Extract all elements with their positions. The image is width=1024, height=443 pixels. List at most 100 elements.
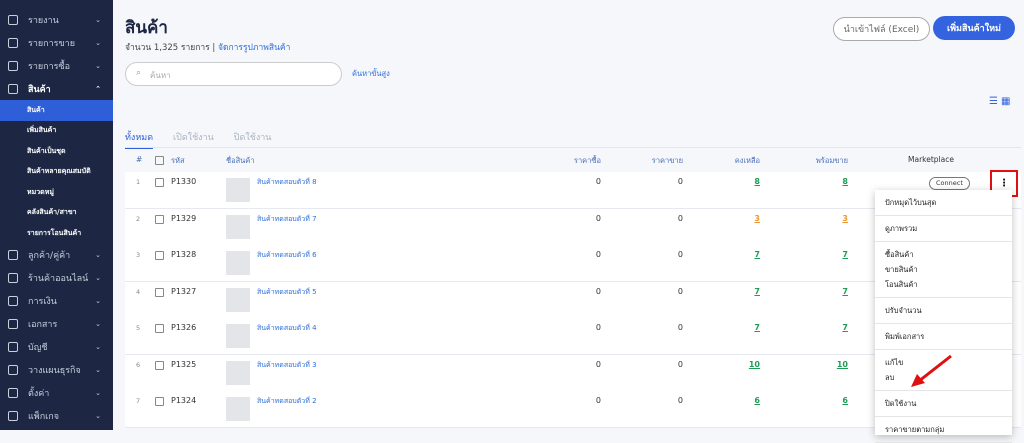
ready-stock[interactable]: 6 (842, 396, 848, 405)
product-name[interactable]: สินค้าทดสอบตัวที่ 5 (257, 287, 317, 296)
table-row: 5 P1326 สินค้าทดสอบตัวที่ 4 0 0 7 7 (125, 318, 1021, 355)
product-name[interactable]: สินค้าทดสอบตัวที่ 7 (257, 214, 317, 223)
row-number: 7 (136, 397, 141, 405)
buy-price: 0 (595, 323, 601, 332)
checkbox[interactable] (155, 214, 164, 224)
product-name[interactable]: สินค้าทดสอบตัวที่ 2 (257, 397, 317, 405)
import-button[interactable]: นำเข้าไฟล์ (Excel) (833, 17, 930, 41)
connect-button[interactable]: Connect (929, 177, 970, 190)
column-header: # (136, 155, 143, 164)
stock[interactable]: 8 (754, 177, 760, 186)
product-name[interactable]: สินค้าทดสอบตัวที่ 4 (257, 324, 317, 332)
chevron: ⌄ (95, 320, 101, 328)
menu-item[interactable]: ปักหมุดไว้บนสุด (885, 198, 937, 207)
tab[interactable]: เปิดใช้งาน (173, 133, 214, 143)
tabs: ทั้งหมด เปิดใช้งาน ปิดใช้งาน (125, 130, 271, 149)
table-row: 2 P1329 สินค้าทดสอบตัวที่ 7 0 0 3 3 (125, 208, 1021, 246)
sidebar-item[interactable]: ลูกค้า/คู่ค้า ⌄ (0, 244, 113, 267)
chevron: ⌄ (95, 274, 101, 282)
product-image (226, 324, 250, 348)
submenu-item[interactable]: หมวดหมู่ (27, 187, 54, 196)
checkbox[interactable] (155, 251, 164, 260)
submenu-item[interactable]: คลังสินค้า/สาขา (27, 208, 77, 217)
product-name[interactable]: สินค้าทดสอบตัวที่ 8 (257, 178, 317, 186)
row-number: 3 (136, 251, 141, 259)
sell-price: 0 (677, 177, 683, 186)
table-header: # รหัส ชื่อสินค้า ราคาซื้อ ราคาขาย คงเหลือ พร้… (125, 150, 1021, 172)
submenu-item[interactable]: รายการโอนสินค้า (27, 228, 82, 237)
submenu-item[interactable]: เพิ่มสินค้า (27, 126, 57, 135)
menu-item[interactable]: ปิดใช้งาน (885, 399, 917, 408)
stock[interactable]: 3 (754, 213, 760, 223)
menu-item[interactable]: แก้ไข (885, 358, 904, 367)
menu-item[interactable]: ดูภาพรวม (885, 224, 918, 233)
ready-stock[interactable]: 3 (842, 213, 848, 223)
menu-item[interactable]: ขายสินค้า (885, 265, 918, 274)
stock[interactable]: 6 (754, 396, 760, 405)
sidebar-item[interactable]: เอกสาร ⌄ (0, 313, 113, 336)
menu-group: ปรับจำนวน (875, 298, 1012, 324)
sidebar-item[interactable]: รายการซื้อ ⌄ (0, 54, 113, 77)
sidebar-item[interactable]: ร้านค้าออนไลน์ ⌄ (0, 267, 113, 290)
view-toggle[interactable]: ☰▦ (989, 96, 1014, 107)
product-name[interactable]: สินค้าทดสอบตัวที่ 3 (257, 360, 317, 369)
sidebar-item[interactable]: บัญชี ⌄ (0, 336, 113, 359)
sidebar-label: สินค้า (28, 84, 51, 95)
row-number: 2 (136, 214, 141, 223)
add-button[interactable]: เพิ่มสินค้าใหม่ (933, 16, 1015, 40)
menu-item[interactable]: โอนสินค้า (885, 280, 918, 289)
product-code: P1324 (171, 396, 197, 405)
checkbox[interactable] (155, 287, 164, 297)
submenu-item[interactable]: สินค้า (0, 100, 113, 121)
sidebar-item[interactable]: สินค้า ⌃ (0, 77, 113, 100)
sidebar-label: เอกสาร (28, 320, 58, 330)
sidebar-item[interactable]: รายงาน ⌄ (0, 8, 113, 31)
menu-item[interactable]: ปรับจำนวน (885, 306, 922, 315)
image-link[interactable]: จัดการรูปภาพสินค้า (217, 43, 291, 53)
product-image (226, 287, 250, 312)
sidebar-item[interactable]: วางแผนธุรกิจ ⌄ (0, 359, 113, 382)
column-header: พร้อมขาย (815, 156, 848, 165)
sidebar-item[interactable]: รายการขาย ⌄ (0, 31, 113, 54)
advanced-search[interactable]: ค้นหาขั้นสูง (352, 69, 390, 78)
ready-stock[interactable]: 7 (842, 286, 848, 296)
tab[interactable]: ทั้งหมด (125, 130, 154, 149)
sidebar-label: แพ็กเกจ (28, 412, 59, 422)
checkbox[interactable] (155, 178, 164, 187)
ready-stock[interactable]: 10 (836, 359, 848, 369)
stock[interactable]: 7 (754, 286, 760, 296)
menu-item[interactable]: พิมพ์เอกสาร (885, 332, 925, 341)
menu-item[interactable]: ลบ (885, 373, 895, 382)
stock[interactable]: 10 (748, 359, 760, 369)
stock[interactable]: 7 (754, 250, 760, 259)
search-box[interactable]: ⌕ ค้นหา (125, 62, 342, 86)
checkbox[interactable] (155, 324, 164, 333)
sidebar-label: รายการซื้อ (28, 61, 71, 72)
tab[interactable]: ปิดใช้งาน (233, 133, 272, 143)
column-header: ชื่อสินค้า (226, 156, 255, 165)
product-image (226, 214, 250, 239)
checkbox[interactable] (155, 397, 164, 406)
sell-price: 0 (677, 323, 683, 332)
buy-price: 0 (595, 359, 601, 369)
ready-stock[interactable]: 7 (842, 323, 848, 332)
menu-item[interactable]: ซื้อสินค้า (885, 250, 914, 259)
product-name[interactable]: สินค้าทดสอบตัวที่ 6 (257, 251, 317, 259)
submenu-item[interactable]: สินค้าเป็นชุด (27, 146, 66, 155)
count: จำนวน 1,325 รายการ (125, 43, 210, 53)
submenu-item[interactable]: สินค้าหลายคุณสมบัติ (27, 167, 91, 176)
checkbox[interactable] (155, 360, 164, 370)
ready-stock[interactable]: 8 (842, 177, 848, 186)
sell-price: 0 (677, 286, 683, 296)
stock[interactable]: 7 (754, 323, 760, 332)
tab-rule (125, 147, 1021, 148)
product-image (226, 360, 250, 385)
row-number: 1 (136, 178, 141, 186)
sidebar-item[interactable]: ตั้งค่า ⌄ (0, 382, 113, 405)
ready-stock[interactable]: 7 (842, 250, 848, 259)
row-number: 5 (136, 324, 141, 332)
sell-price: 0 (677, 250, 683, 259)
sidebar-icon (8, 342, 18, 352)
sidebar-item[interactable]: แพ็กเกจ ⌄ (0, 405, 113, 428)
sidebar-item[interactable]: การเงิน ⌄ (0, 290, 113, 313)
